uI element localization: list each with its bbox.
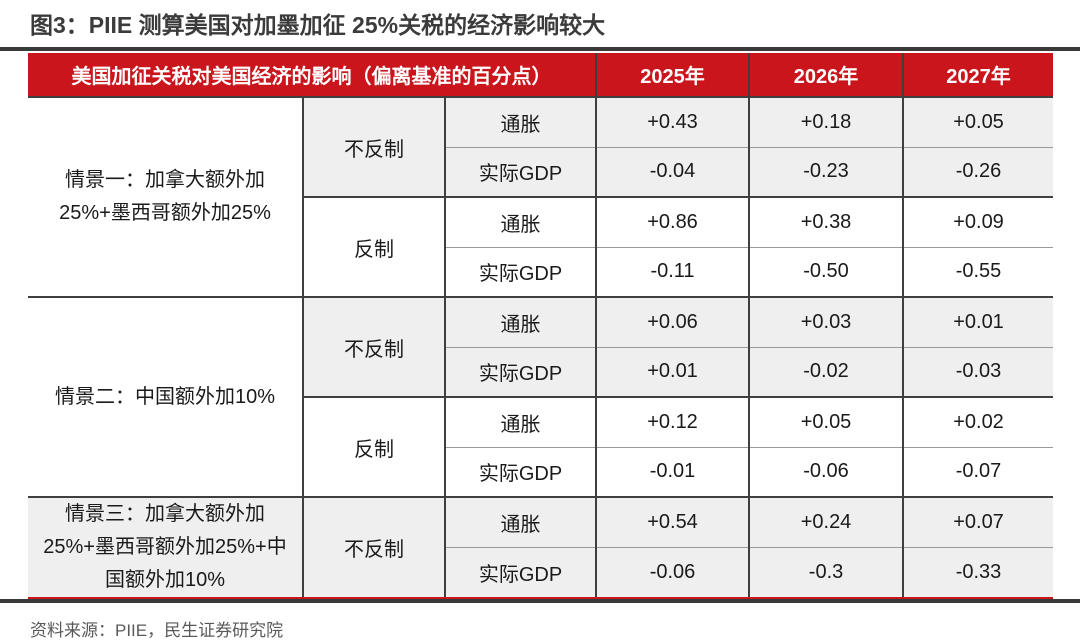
response-cell: 不反制 bbox=[302, 497, 445, 597]
value-cell: +0.09 bbox=[902, 197, 1054, 248]
value-cell: +0.05 bbox=[902, 97, 1054, 148]
value-cell: -0.50 bbox=[748, 247, 904, 298]
value-cell: +0.54 bbox=[595, 497, 750, 548]
table-row: 反制 通胀 +0.12 +0.05 +0.02 bbox=[28, 397, 1054, 498]
scenario-3-label: 情景三：加拿大额外加25%+墨西哥额外加25%+中国额外加10% bbox=[28, 497, 303, 597]
value-cell: +0.86 bbox=[595, 197, 750, 248]
table-row: 情景一：加拿大额外加25%+墨西哥额外加25% 不反制 通胀 +0.43 +0.… bbox=[28, 97, 1054, 298]
response-cell: 反制 bbox=[302, 397, 445, 498]
value-cell: -0.11 bbox=[595, 247, 750, 298]
table-row: 实际GDP -0.06 -0.3 -0.33 bbox=[28, 547, 1054, 597]
value-cell: +0.12 bbox=[595, 397, 750, 448]
value-cell: -0.06 bbox=[595, 547, 750, 597]
figure-bottom-rule bbox=[0, 599, 1080, 603]
table-header-label: 美国加征关税对美国经济的影响（偏离基准的百分点） bbox=[28, 53, 597, 98]
value-cell: -0.23 bbox=[748, 147, 904, 198]
value-cell: +0.01 bbox=[902, 297, 1054, 348]
table-row: 实际GDP -0.01 -0.06 -0.07 bbox=[28, 447, 1054, 498]
value-cell: +0.24 bbox=[748, 497, 904, 548]
table-row: 情景三：加拿大额外加25%+墨西哥额外加25%+中国额外加10% 不反制 通胀 … bbox=[28, 497, 1054, 597]
value-cell: -0.55 bbox=[902, 247, 1054, 298]
indicator-cell: 实际GDP bbox=[443, 347, 597, 398]
indicator-cell: 实际GDP bbox=[443, 247, 597, 298]
table-row: 实际GDP -0.04 -0.23 -0.26 bbox=[28, 147, 1054, 198]
indicator-cell: 通胀 bbox=[443, 97, 597, 148]
table-row: 反制 通胀 +0.86 +0.38 +0.09 bbox=[28, 197, 1054, 298]
indicator-cell: 通胀 bbox=[443, 297, 597, 348]
year-header-2027: 2027年 bbox=[902, 53, 1054, 98]
scenario-2-label: 情景二：中国额外加10% bbox=[28, 297, 303, 498]
indicator-cell: 通胀 bbox=[443, 397, 597, 448]
table-header-row: 美国加征关税对美国经济的影响（偏离基准的百分点） 2025年 2026年 202… bbox=[28, 53, 1054, 98]
tariff-impact-table: 美国加征关税对美国经济的影响（偏离基准的百分点） 2025年 2026年 202… bbox=[28, 53, 1054, 597]
indicator-cell: 实际GDP bbox=[443, 147, 597, 198]
value-cell: -0.3 bbox=[748, 547, 904, 597]
indicator-cell: 实际GDP bbox=[443, 547, 597, 597]
year-header-2026: 2026年 bbox=[748, 53, 904, 98]
source-note: 资料来源：PIIE，民生证券研究院 bbox=[30, 621, 284, 640]
value-cell: +0.43 bbox=[595, 97, 750, 148]
response-cell: 反制 bbox=[302, 197, 445, 298]
value-cell: +0.05 bbox=[748, 397, 904, 448]
value-cell: +0.02 bbox=[902, 397, 1054, 448]
table-bottom-red-rule bbox=[28, 597, 1053, 599]
value-cell: -0.07 bbox=[902, 447, 1054, 498]
indicator-cell: 通胀 bbox=[443, 197, 597, 248]
value-cell: +0.07 bbox=[902, 497, 1054, 548]
figure-title: 图3：PIIE 测算美国对加墨加征 25%关税的经济影响较大 bbox=[30, 12, 606, 38]
indicator-cell: 实际GDP bbox=[443, 447, 597, 498]
value-cell: -0.04 bbox=[595, 147, 750, 198]
value-cell: -0.03 bbox=[902, 347, 1054, 398]
value-cell: -0.01 bbox=[595, 447, 750, 498]
value-cell: +0.18 bbox=[748, 97, 904, 148]
value-cell: +0.38 bbox=[748, 197, 904, 248]
scenario-1-label: 情景一：加拿大额外加25%+墨西哥额外加25% bbox=[28, 97, 303, 298]
table-row: 实际GDP -0.11 -0.50 -0.55 bbox=[28, 247, 1054, 298]
value-cell: -0.26 bbox=[902, 147, 1054, 198]
response-cell: 不反制 bbox=[302, 97, 445, 198]
year-header-2025: 2025年 bbox=[595, 53, 750, 98]
response-cell: 不反制 bbox=[302, 297, 445, 398]
value-cell: +0.03 bbox=[748, 297, 904, 348]
indicator-cell: 通胀 bbox=[443, 497, 597, 548]
value-cell: +0.01 bbox=[595, 347, 750, 398]
value-cell: +0.06 bbox=[595, 297, 750, 348]
value-cell: -0.33 bbox=[902, 547, 1054, 597]
table-row: 实际GDP +0.01 -0.02 -0.03 bbox=[28, 347, 1054, 398]
value-cell: -0.02 bbox=[748, 347, 904, 398]
value-cell: -0.06 bbox=[748, 447, 904, 498]
table-row: 情景二：中国额外加10% 不反制 通胀 +0.06 +0.03 +0.01 bbox=[28, 297, 1054, 498]
title-divider-rule bbox=[0, 47, 1080, 51]
